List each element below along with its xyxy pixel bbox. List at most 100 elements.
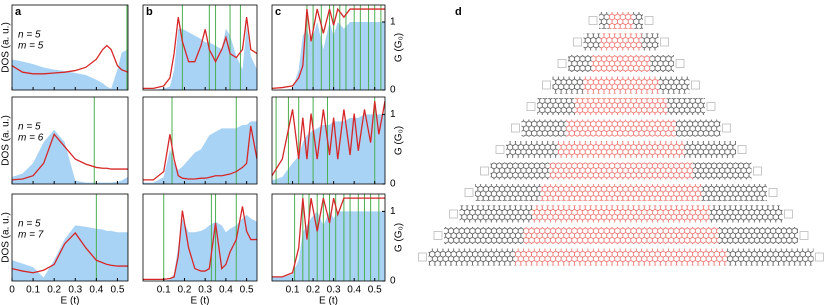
- ribbon-core: [583, 76, 659, 94]
- ribbon-core: [608, 12, 634, 29]
- ribbon-core: [532, 205, 710, 223]
- ribbon-lead: [511, 123, 520, 133]
- ribbon-lead: [573, 37, 582, 47]
- frame: [271, 193, 386, 282]
- ribbon-lead: [784, 209, 793, 219]
- ribbon-lead: [753, 166, 762, 176]
- x-tick-label: 0.1: [157, 285, 171, 296]
- x-tick-label: 0.3: [327, 285, 341, 296]
- dos-line: [272, 7, 385, 90]
- ribbon-core: [557, 141, 685, 158]
- frame: [11, 96, 129, 185]
- x-tick-label: 0.3: [68, 285, 82, 296]
- frame: [271, 96, 386, 185]
- y2-axis-label: G (G₀): [394, 126, 405, 155]
- plot: [143, 97, 257, 184]
- ribbon-lead: [644, 16, 654, 25]
- conductance-area: [143, 121, 257, 184]
- ribbon-core: [540, 184, 702, 201]
- y2-tick-label: 1: [390, 206, 396, 217]
- dos-line: [143, 125, 257, 181]
- conductance-area: [272, 22, 385, 90]
- x-tick-label: 0.1: [286, 285, 300, 296]
- ribbon-lead: [737, 145, 747, 154]
- y2-axis-label: G (G₀): [394, 223, 405, 252]
- annotation: m = 6: [18, 133, 44, 144]
- conductance-area: [272, 211, 385, 281]
- ribbon-diagram: [418, 12, 824, 266]
- y2-tick-label: 0: [390, 85, 396, 96]
- x-tick-label: 0.4: [89, 285, 103, 296]
- plot: [12, 5, 128, 90]
- y2-tick-label: 1: [390, 17, 396, 28]
- dos-line: [143, 17, 257, 90]
- ribbon-lead: [815, 252, 824, 262]
- dos-line: [12, 231, 128, 274]
- ribbon-lead: [526, 102, 536, 111]
- conductance-area: [143, 25, 257, 90]
- frame: [142, 4, 258, 91]
- ribbon-core: [574, 98, 668, 115]
- ribbon-lead: [706, 102, 716, 111]
- frame: [142, 193, 258, 282]
- dos-line: [12, 44, 128, 75]
- plot: [272, 97, 385, 184]
- annotation: n = 5: [18, 219, 41, 230]
- x-axis-label: E (t): [61, 296, 80, 305]
- ribbon-lead: [449, 209, 458, 219]
- ribbon-lead: [480, 166, 489, 176]
- x-tick-label: 0.4: [347, 285, 361, 296]
- x-tick-label: 0.3: [198, 285, 212, 296]
- x-tick-label: 0.2: [47, 285, 61, 296]
- conductance-area: [143, 214, 257, 281]
- annotation: n = 5: [18, 122, 41, 133]
- panel-label: d: [455, 6, 462, 18]
- plot: [143, 194, 257, 281]
- y-axis-label: DOS (a. u.): [1, 22, 12, 73]
- ribbon-lead: [768, 188, 778, 197]
- x-tick-label: 0.4: [219, 285, 233, 296]
- y2-tick-label: 0: [390, 276, 396, 287]
- ribbon-lead: [557, 59, 567, 68]
- y-axis-label: DOS (a. u.): [1, 212, 12, 263]
- x-tick-label: 0: [9, 285, 15, 296]
- y-axis-label: DOS (a. u.): [1, 115, 12, 166]
- panel-label: b: [146, 6, 153, 18]
- ribbon-lead: [675, 59, 685, 68]
- conductance-area: [12, 49, 128, 90]
- panel-label: a: [15, 6, 22, 18]
- frame: [11, 193, 129, 282]
- ribbon-core: [549, 162, 693, 180]
- y2-tick-label: 1: [390, 109, 396, 120]
- ribbon-lead: [722, 123, 731, 133]
- ribbon-lead: [660, 37, 669, 47]
- plot: [12, 97, 128, 184]
- frame: [11, 4, 129, 91]
- ribbon-lead: [542, 80, 551, 90]
- ribbon-lead: [418, 252, 427, 262]
- plot: [272, 5, 385, 90]
- plot: [143, 5, 257, 90]
- frame: [271, 4, 386, 91]
- ribbon-lead: [433, 231, 443, 240]
- x-tick-label: 0.2: [178, 285, 192, 296]
- ribbon-core: [591, 55, 651, 72]
- panel-label: c: [275, 6, 281, 18]
- ribbon-core: [523, 227, 719, 244]
- y2-axis-label: G (G₀): [394, 33, 405, 62]
- dos-line: [12, 133, 128, 181]
- annotation: m = 5: [18, 41, 44, 52]
- plot: [12, 194, 128, 281]
- conductance-area: [12, 129, 128, 184]
- frame: [142, 96, 258, 185]
- conductance-area: [12, 225, 128, 281]
- dos-line: [272, 197, 385, 278]
- dos-line: [143, 206, 257, 280]
- annotation: m = 7: [18, 230, 44, 241]
- dos-line: [272, 101, 385, 177]
- annotation: n = 5: [18, 30, 41, 41]
- x-axis-label: E (t): [319, 296, 338, 305]
- plot: [272, 194, 385, 281]
- ribbon-lead: [691, 80, 700, 90]
